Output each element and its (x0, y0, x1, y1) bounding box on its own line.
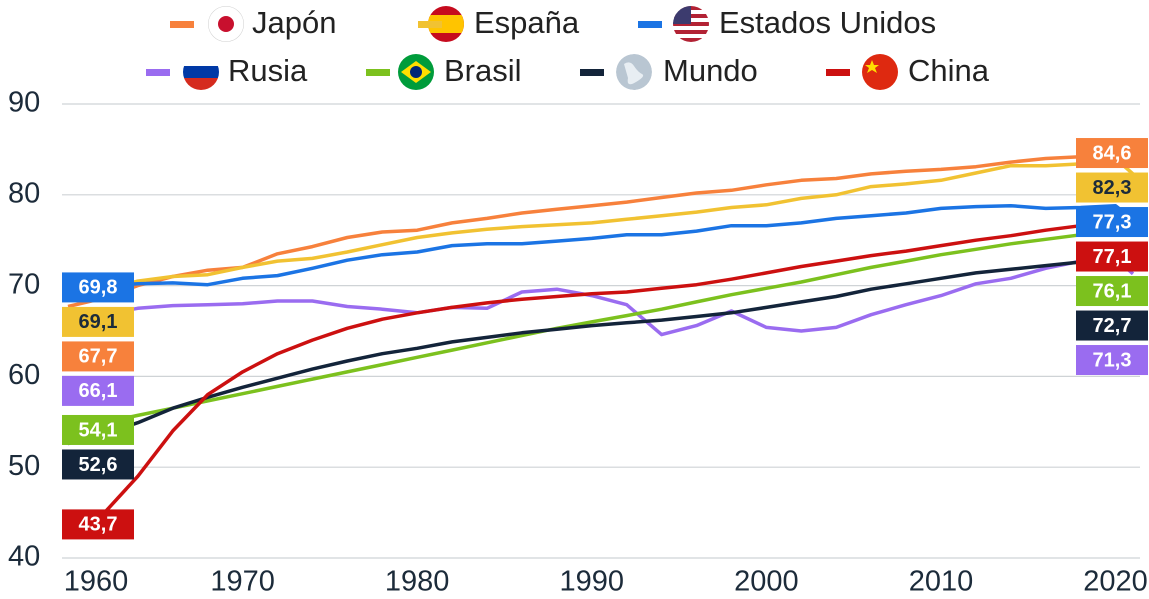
value-label-box (1076, 241, 1148, 272)
value-label: 72,7 (1093, 315, 1132, 337)
series-line (67, 219, 1134, 527)
legend-flags (183, 6, 898, 90)
value-label-box (1076, 276, 1148, 307)
y-tick-label: 70 (8, 268, 40, 300)
legend-swatch (170, 21, 194, 28)
x-tick-label: 1980 (385, 566, 450, 598)
legend-label: Rusia (228, 53, 308, 88)
y-tick-label: 80 (8, 177, 40, 209)
x-tick-label: 1990 (560, 566, 625, 598)
value-label: 54,1 (79, 419, 118, 441)
legend-label: España (474, 5, 580, 40)
legend-swatch (366, 69, 390, 76)
series-line (67, 256, 1135, 337)
value-label: 82,3 (1093, 177, 1132, 199)
legend-swatch (638, 21, 662, 28)
legend-label: China (908, 53, 990, 88)
value-label-box (62, 306, 134, 337)
value-label: 67,7 (79, 346, 118, 368)
series-line (67, 156, 1135, 296)
legend-label: Brasil (444, 53, 522, 88)
value-label-box (1076, 345, 1148, 376)
legend-label: Estados Unidos (719, 5, 936, 40)
value-label-box (62, 449, 134, 480)
value-label-box (62, 375, 134, 406)
value-label-box (1076, 172, 1148, 203)
value-label: 77,1 (1093, 246, 1132, 268)
value-label-box (62, 509, 134, 540)
x-tick-label: 2000 (734, 566, 799, 598)
value-label-box (1076, 310, 1148, 341)
value-label-box (62, 414, 134, 445)
value-label: 69,8 (79, 277, 118, 299)
value-label: 43,7 (79, 514, 118, 536)
value-label: 76,1 (1093, 280, 1132, 302)
series-line (67, 203, 1135, 290)
series-line (67, 228, 1134, 432)
value-label: 77,3 (1093, 211, 1132, 233)
value-label: 52,6 (79, 454, 118, 476)
value-label: 66,1 (79, 380, 118, 402)
legend-swatch (146, 69, 170, 76)
value-label-box (62, 341, 134, 372)
x-tick-label: 1970 (210, 566, 275, 598)
x-tick-label: 2020 (1083, 566, 1148, 598)
x-tick-label: 1960 (64, 566, 129, 598)
legend-swatch (418, 21, 442, 28)
y-tick-label: 60 (8, 359, 40, 391)
legend-swatch (580, 69, 604, 76)
x-tick-label: 2010 (909, 566, 974, 598)
value-label-box (1076, 207, 1148, 238)
y-tick-label: 40 (8, 541, 40, 573)
y-tick-label: 50 (8, 450, 40, 482)
y-tick-label: 90 (8, 87, 40, 119)
legend-label: Mundo (663, 53, 758, 88)
value-label: 84,6 (1093, 142, 1132, 164)
value-label-box (62, 272, 134, 303)
value-label-box (1076, 138, 1148, 169)
value-label: 71,3 (1093, 349, 1132, 371)
value-label: 69,1 (79, 311, 118, 333)
legend-label: Japón (252, 5, 336, 40)
legend-swatch (826, 69, 850, 76)
series-line (67, 258, 1134, 446)
